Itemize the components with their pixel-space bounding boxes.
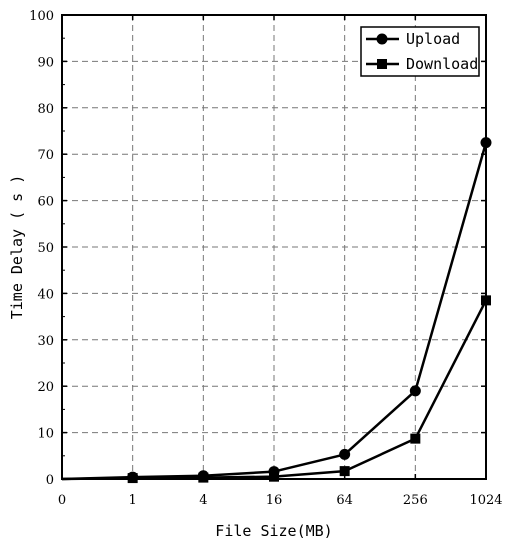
x-tick-label: 1 — [129, 493, 137, 508]
data-point-download — [410, 433, 421, 444]
axis-ticks — [61, 14, 487, 480]
x-tick-label: 64 — [336, 493, 353, 508]
x-tick-label: 0 — [58, 493, 66, 508]
y-tick-label: 20 — [37, 380, 54, 395]
y-tick-label: 90 — [37, 55, 54, 70]
series-layer — [61, 137, 492, 484]
legend-label-upload: Upload — [406, 30, 460, 48]
x-tick-label: 1024 — [469, 493, 502, 508]
y-axis-title: Time Delay ( s ) — [8, 175, 26, 320]
series-download — [61, 295, 491, 484]
data-point-download — [339, 466, 350, 477]
y-tick-label: 10 — [37, 427, 54, 442]
x-tick-labels: 0 1 4 16 64 256 1024 — [58, 493, 503, 508]
x-tick-label: 16 — [266, 493, 283, 508]
y-tick-label: 50 — [37, 241, 54, 256]
x-tick-label: 256 — [403, 493, 428, 508]
y-tick-label: 60 — [37, 195, 54, 210]
legend-item-download: Download — [366, 55, 478, 73]
series-upload — [61, 137, 492, 483]
y-tick-label: 80 — [37, 102, 54, 117]
grid-lines — [62, 15, 486, 479]
y-tick-labels: 0 10 20 30 40 50 60 70 80 90 100 — [29, 9, 54, 488]
y-tick-label: 70 — [37, 148, 54, 163]
legend-marker-upload — [376, 33, 388, 45]
data-point-upload — [409, 385, 421, 397]
y-tick-label: 30 — [37, 334, 54, 349]
y-tick-label: 0 — [46, 473, 54, 488]
legend: Upload Download — [360, 26, 480, 77]
data-point-upload — [339, 448, 351, 460]
x-axis-title: File Size(MB) — [215, 522, 332, 540]
y-tick-label: 100 — [29, 9, 54, 24]
legend-item-upload: Upload — [366, 30, 460, 48]
x-tick-label: 4 — [199, 493, 207, 508]
legend-marker-download — [377, 59, 387, 69]
legend-label-download: Download — [406, 55, 478, 73]
y-tick-label: 40 — [37, 287, 54, 302]
